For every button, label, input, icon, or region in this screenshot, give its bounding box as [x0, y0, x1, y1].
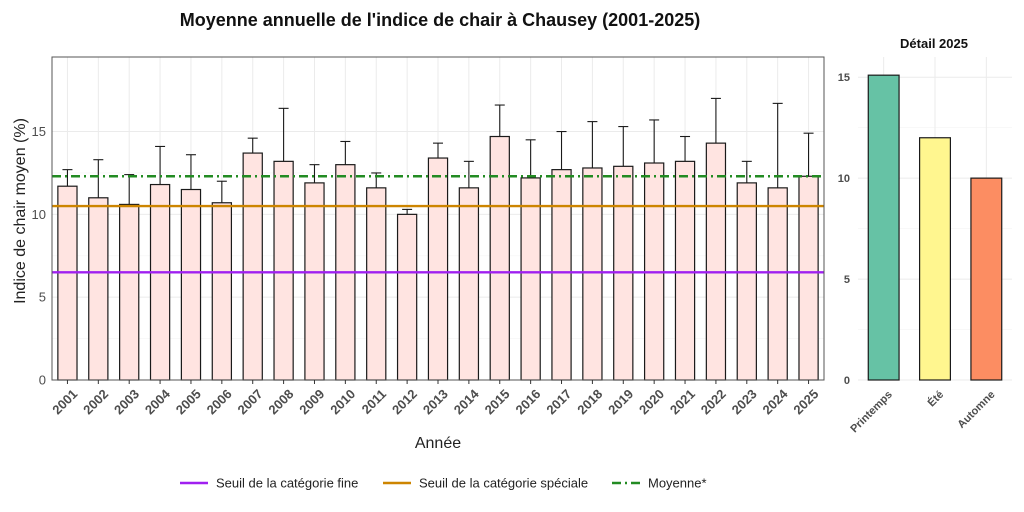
x-tick-label: 2005 [173, 386, 204, 417]
bar-2012 [396, 213, 418, 381]
y-tick-label: 0 [39, 373, 46, 388]
detail-bar-0 [867, 74, 900, 381]
x-tick-label: 2011 [359, 386, 390, 417]
detail-y-tick-label: 10 [838, 173, 850, 185]
bar-2015 [489, 135, 510, 381]
bar-2002 [88, 197, 109, 381]
x-tick-label: 2002 [80, 386, 111, 417]
bar-2006 [211, 202, 233, 381]
x-tick-label: 2021 [667, 386, 698, 417]
bar-2007 [242, 152, 263, 381]
detail-y-tick-label: 5 [844, 274, 850, 286]
detail-chart-title: Détail 2025 [900, 36, 968, 51]
legend-label-2: Moyenne* [648, 476, 707, 491]
bar-2017 [551, 169, 572, 381]
x-tick-label: 2001 [49, 386, 80, 417]
x-tick-label: 2010 [327, 386, 358, 417]
x-tick-label: 2025 [790, 386, 821, 417]
bar-2013 [427, 157, 449, 381]
bar-2005 [180, 188, 202, 381]
x-tick-label: 2022 [698, 386, 729, 417]
x-tick-label: 2014 [451, 386, 483, 418]
x-tick-label: 2016 [512, 386, 543, 417]
bar-2009 [304, 182, 325, 381]
detail-plot-panel: 0 5 10 15 Printemps Été Automne [838, 57, 1012, 435]
main-chart-title: Moyenne annuelle de l'indice de chair à … [180, 10, 700, 30]
bar-2004 [149, 183, 171, 381]
legend-label-0: Seuil de la catégorie fine [216, 476, 358, 491]
x-tick-label: 2012 [389, 386, 420, 417]
x-tick-label: 2020 [636, 386, 667, 417]
x-tick-label: 2015 [482, 386, 513, 417]
x-tick-label: 2017 [543, 386, 574, 417]
y-tick-label: 5 [39, 290, 46, 305]
y-axis-label: Indice de chair moyen (%) [12, 118, 29, 304]
bar-2011 [366, 187, 387, 381]
bar-2001 [57, 185, 78, 381]
bar-2016 [520, 177, 541, 381]
x-axis-label: Année [415, 435, 461, 452]
x-tick-label: 2006 [204, 386, 235, 417]
x-tick-label: 2019 [605, 386, 636, 417]
detail-x-tick-label: Printemps [848, 389, 895, 436]
bar-2024 [767, 187, 788, 381]
detail-x-tick-label: Automne [955, 389, 997, 431]
detail-y-tick-label: 15 [838, 72, 850, 84]
y-tick-label: 15 [32, 124, 46, 139]
x-tick-label: 2003 [111, 386, 142, 417]
x-tick-label: 2008 [265, 386, 296, 417]
legend: Seuil de la catégorie fine Seuil de la ca… [180, 476, 707, 491]
detail-bar-1 [918, 137, 951, 381]
bar-2023 [736, 182, 757, 381]
bar-2021 [674, 160, 696, 381]
legend-label-1: Seuil de la catégorie spéciale [419, 476, 588, 491]
x-tick-label: 2023 [729, 386, 760, 417]
bar-2003 [119, 203, 140, 381]
x-tick-label: 2007 [235, 386, 266, 417]
x-tick-label: 2004 [142, 386, 174, 418]
x-tick-label: 2024 [760, 386, 792, 418]
bar-2014 [458, 187, 480, 381]
detail-bar-2 [970, 177, 1003, 381]
x-tick-label: 2018 [574, 386, 605, 417]
detail-x-tick-label: Été [925, 388, 946, 409]
bar-2022 [705, 142, 727, 381]
x-tick-label: 2013 [420, 386, 451, 417]
detail-y-tick-label: 0 [844, 375, 850, 387]
y-tick-label: 10 [32, 207, 46, 222]
bar-2008 [273, 160, 294, 381]
x-tick-label: 2009 [296, 386, 327, 417]
bar-2018 [582, 167, 603, 381]
